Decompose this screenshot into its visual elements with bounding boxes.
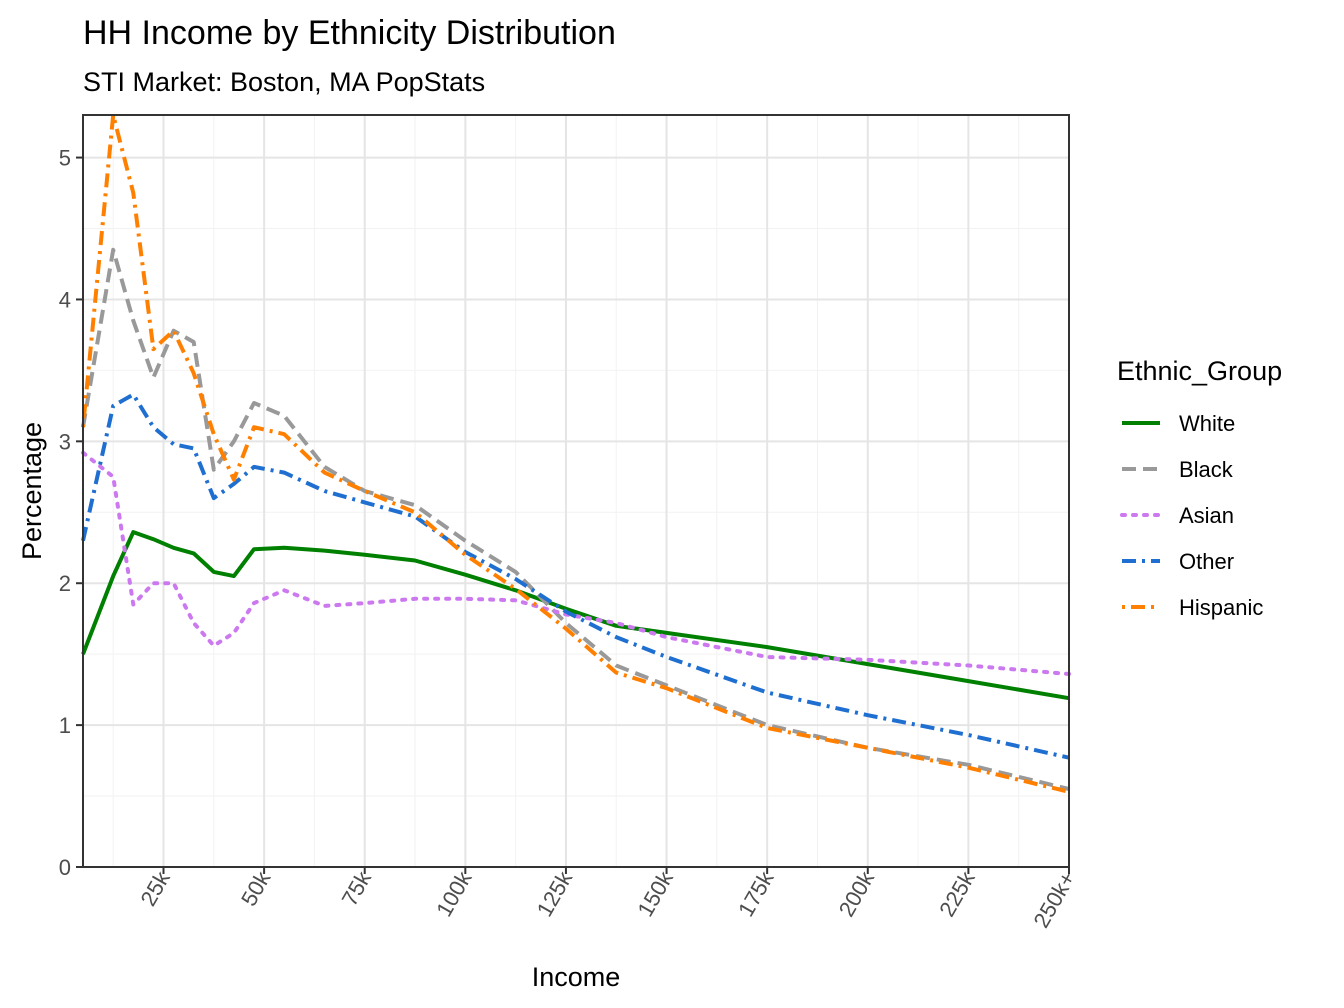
plot-panel <box>81 113 1071 868</box>
legend-label: Hispanic <box>1179 595 1263 620</box>
x-tick-label: 175k <box>733 866 779 921</box>
legend-item-other: Other <box>1122 549 1234 574</box>
series-line-asian <box>81 450 1071 676</box>
x-tick-label: 150k <box>632 866 678 921</box>
series-line-hispanic <box>81 113 1070 794</box>
x-tick-label: 75k <box>337 866 377 910</box>
y-tick-label: 4 <box>59 287 71 312</box>
y-tick-label: 2 <box>59 571 71 596</box>
minor-gridlines <box>83 115 1069 867</box>
series-line-white <box>81 530 1070 701</box>
x-tick-label: 200k <box>834 866 880 921</box>
chart-title: HH Income by Ethnicity Distribution <box>83 14 616 52</box>
y-tick-label: 3 <box>59 429 71 454</box>
legend-item-hispanic: Hispanic <box>1122 595 1263 620</box>
x-tick-label: 225k <box>934 866 980 921</box>
panel-border <box>82 114 1070 868</box>
y-axis: 0 1 2 3 4 5 <box>59 146 83 880</box>
y-axis-title: Percentage <box>17 422 47 560</box>
legend-label: Other <box>1179 549 1234 574</box>
series-line-other <box>81 392 1070 760</box>
x-tick-label: 250k+ <box>1028 867 1080 932</box>
series-line-black <box>81 247 1070 791</box>
panel-background <box>83 115 1069 867</box>
x-tick-label: 50k <box>236 866 276 910</box>
y-tick-label: 1 <box>59 713 71 738</box>
legend-label: Black <box>1179 457 1234 482</box>
chart-subtitle: STI Market: Boston, MA PopStats <box>83 67 485 97</box>
x-axis: 25k 50k 75k 100k 125k 150k 175k 200k 225k 250k+ <box>135 866 1080 932</box>
x-tick-label: 125k <box>532 866 578 921</box>
y-tick-label: 0 <box>59 855 71 880</box>
x-axis-title: Income <box>532 962 621 992</box>
series-lines <box>81 113 1071 794</box>
x-tick-label: 100k <box>431 866 477 921</box>
legend-item-black: Black <box>1122 457 1234 482</box>
legend-item-asian: Asian <box>1120 503 1234 528</box>
legend-label: White <box>1179 411 1235 436</box>
y-tick-label: 5 <box>59 146 71 171</box>
legend-title: Ethnic_Group <box>1117 356 1282 386</box>
legend: Ethnic_Group White Black Asian Other Hispani… <box>1117 356 1282 620</box>
legend-items: White Black Asian Other Hispanic <box>1120 411 1263 620</box>
legend-item-white: White <box>1122 411 1235 436</box>
legend-label: Asian <box>1179 503 1234 528</box>
x-tick-label: 25k <box>135 866 175 910</box>
